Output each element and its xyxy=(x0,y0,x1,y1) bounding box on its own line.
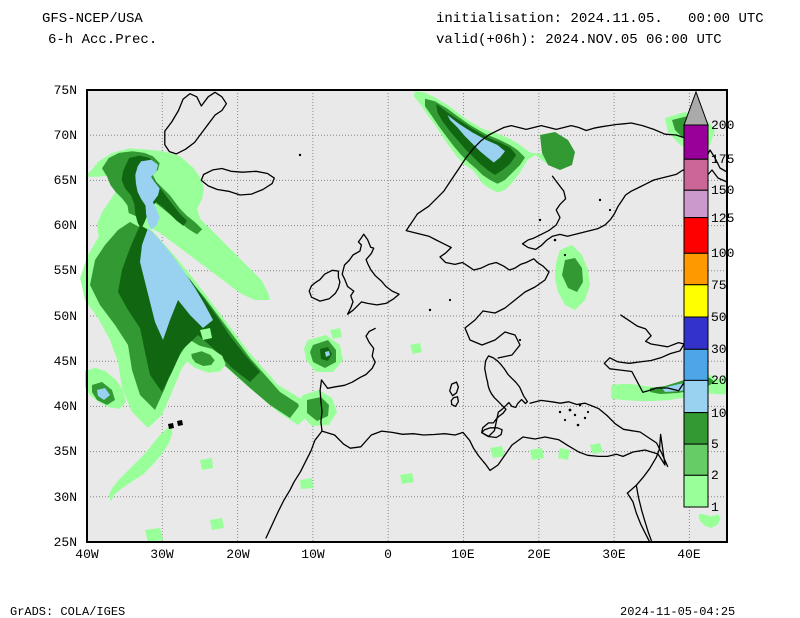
svg-text:2: 2 xyxy=(711,468,719,483)
svg-text:200: 200 xyxy=(711,118,734,133)
svg-text:5: 5 xyxy=(711,437,719,452)
svg-text:75: 75 xyxy=(711,278,727,293)
svg-text:1: 1 xyxy=(711,500,719,515)
svg-text:50: 50 xyxy=(711,310,727,325)
svg-text:30: 30 xyxy=(711,342,727,357)
svg-text:100: 100 xyxy=(711,246,734,261)
svg-text:150: 150 xyxy=(711,183,734,198)
svg-text:20: 20 xyxy=(711,373,727,388)
svg-text:125: 125 xyxy=(711,211,734,226)
svg-text:175: 175 xyxy=(711,152,734,167)
svg-text:10: 10 xyxy=(711,406,727,421)
